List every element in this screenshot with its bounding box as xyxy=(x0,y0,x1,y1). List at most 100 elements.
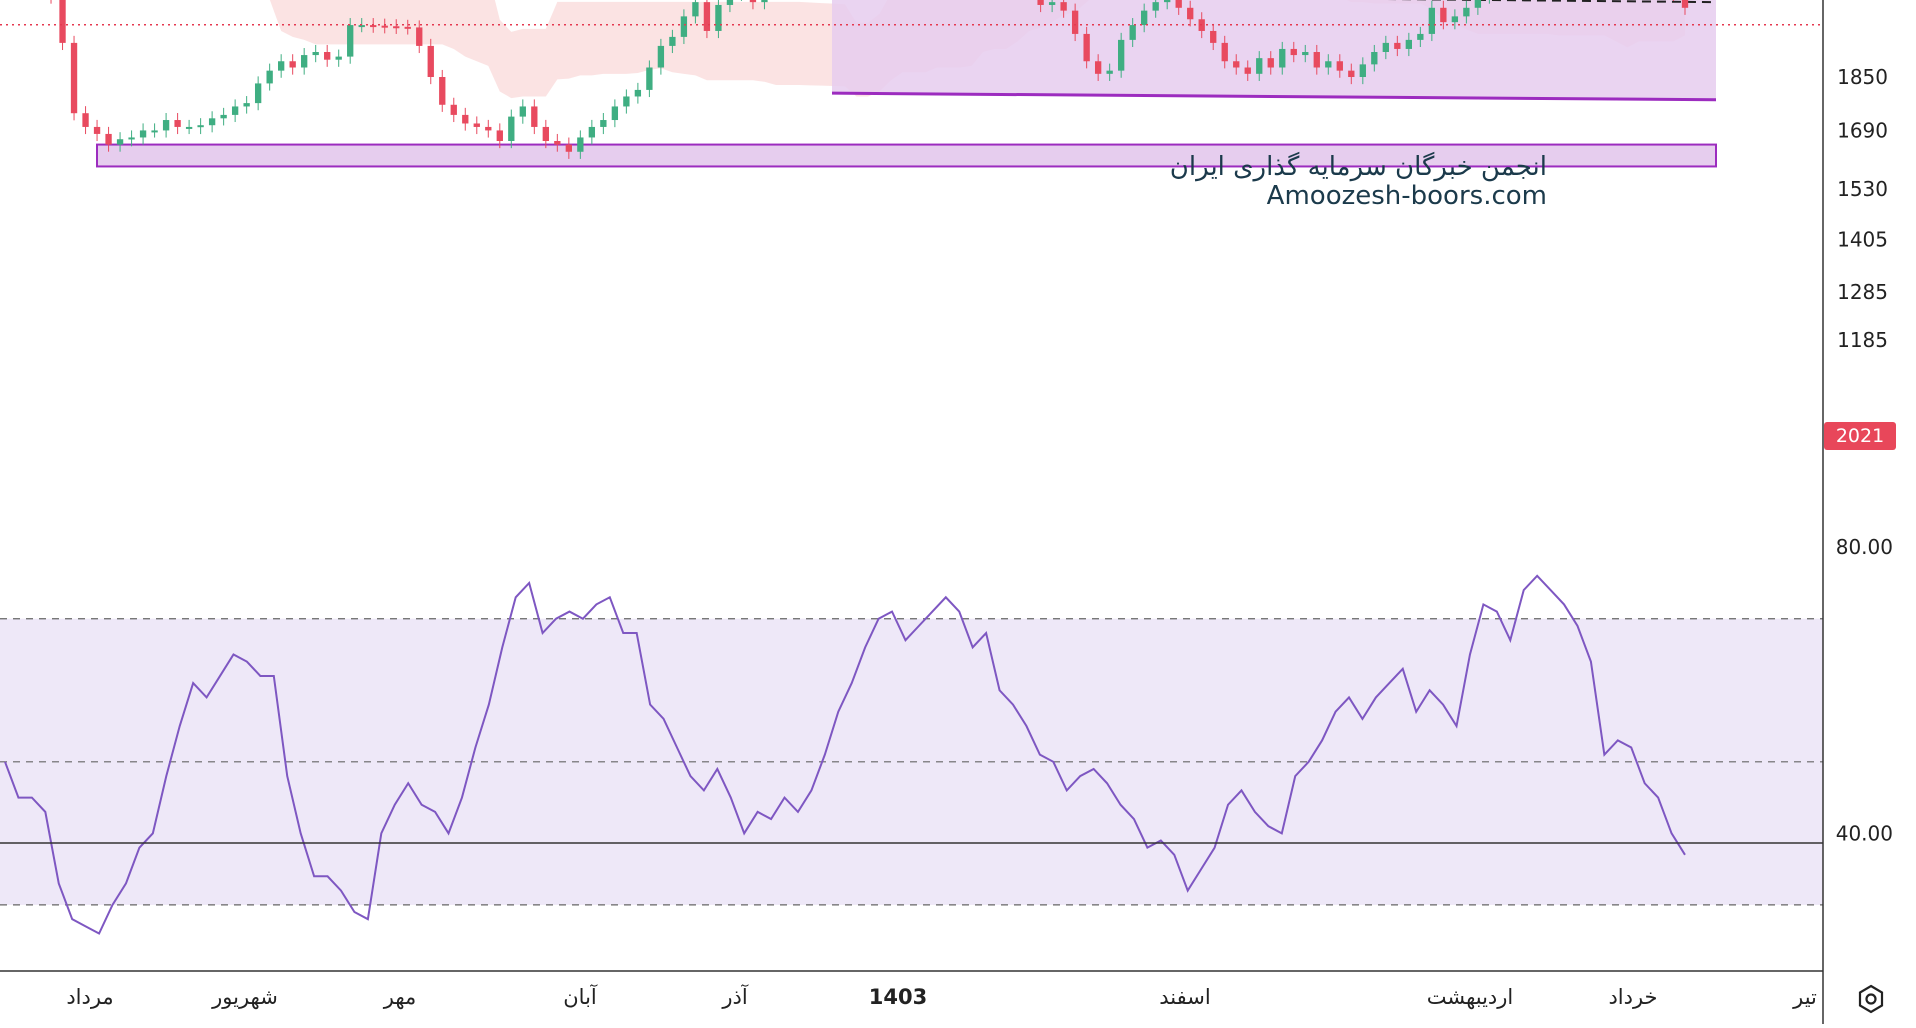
candle-body xyxy=(1129,25,1136,40)
candle-body xyxy=(692,2,699,17)
candle-body xyxy=(208,118,216,126)
y-tick-label: 1850 xyxy=(1837,65,1888,89)
x-tick-label: شهریور xyxy=(211,985,278,1009)
candle-body xyxy=(381,25,388,28)
candle-body xyxy=(324,51,331,60)
candle-body xyxy=(185,126,193,129)
candle-body xyxy=(1210,30,1217,43)
candle-body xyxy=(1474,0,1482,8)
candle-body xyxy=(577,137,584,152)
candle-body xyxy=(116,139,124,145)
candle-body xyxy=(1417,33,1424,40)
candle-body xyxy=(358,25,365,28)
x-tick-label: آبان xyxy=(563,984,598,1009)
x-tick-label: خرداد xyxy=(1608,985,1657,1009)
x-tick-label: اسفند xyxy=(1159,985,1210,1009)
candle-body xyxy=(1336,61,1343,71)
candle-body xyxy=(485,126,492,131)
candle-body xyxy=(278,61,285,71)
y-tick-label: 1405 xyxy=(1837,227,1888,251)
candle-body xyxy=(174,120,181,127)
candle-body xyxy=(347,25,354,57)
candle-body xyxy=(254,83,262,104)
candle-body xyxy=(301,55,308,68)
watermark-line2: Amoozesh-boors.com xyxy=(1267,181,1547,211)
candle-body xyxy=(646,67,653,90)
candle-body xyxy=(542,126,549,142)
candle-body xyxy=(1244,67,1251,74)
rsi-tick-label: 40.00 xyxy=(1836,821,1893,845)
candle-body xyxy=(1302,51,1309,56)
channel-lower-line xyxy=(831,91,1717,102)
candle-body xyxy=(657,45,665,68)
candle-body xyxy=(1382,42,1389,52)
candle-body xyxy=(600,120,607,127)
candle-body xyxy=(508,116,515,142)
candle-body xyxy=(335,56,342,60)
candle-body xyxy=(439,77,446,105)
x-tick-label: آذر xyxy=(721,984,748,1009)
candle-body xyxy=(703,2,711,31)
candle-body xyxy=(1164,0,1171,3)
candle-body xyxy=(1405,39,1412,49)
candle-body xyxy=(1037,0,1044,5)
candle-body xyxy=(1071,10,1079,34)
candle-body xyxy=(1187,7,1194,20)
candle-body xyxy=(531,106,538,127)
candle-body xyxy=(370,25,377,28)
candle-body xyxy=(1083,33,1090,62)
candle-body xyxy=(1313,51,1320,68)
candle-body xyxy=(1290,48,1297,56)
candle-body xyxy=(1048,2,1056,5)
candle-body xyxy=(1348,70,1355,78)
candle-body xyxy=(623,96,630,107)
candle-body xyxy=(393,26,400,29)
candle-body xyxy=(59,0,66,43)
candle-body xyxy=(1451,16,1459,23)
candle-body xyxy=(1267,58,1274,68)
y-tick-label: 1285 xyxy=(1837,280,1888,304)
candle-body xyxy=(496,130,503,142)
candle-body xyxy=(1106,70,1113,74)
candle-body xyxy=(139,130,147,138)
candle-body xyxy=(1325,61,1332,68)
channel-mid-line xyxy=(1384,0,1717,4)
candle-body xyxy=(749,0,757,3)
candle-body xyxy=(1094,61,1102,74)
candle-body xyxy=(554,141,561,145)
candle-body xyxy=(1279,48,1286,68)
y-tick-label: 1185 xyxy=(1837,328,1888,352)
support-zone xyxy=(96,143,1717,168)
candle-body xyxy=(1060,2,1067,11)
rsi-panel xyxy=(0,574,1823,935)
rsi-line xyxy=(4,574,1686,935)
channel-fill xyxy=(832,0,1716,100)
candle-body xyxy=(151,130,158,133)
x-tick-label: 1403 xyxy=(869,985,927,1009)
candle-body xyxy=(726,0,734,5)
candle-body xyxy=(105,133,112,145)
candle-body xyxy=(427,45,434,78)
candle-body xyxy=(243,103,250,107)
x-tick-label: مرداد xyxy=(66,985,113,1009)
candle-body xyxy=(715,4,722,31)
candle-body xyxy=(450,104,457,115)
candle-body xyxy=(82,113,89,127)
candle-body xyxy=(312,51,319,56)
candlesticks xyxy=(50,0,1689,159)
candle-body xyxy=(1428,7,1436,34)
candle-body xyxy=(1221,42,1228,62)
candle-body xyxy=(1463,7,1470,17)
candle-body xyxy=(473,123,480,127)
y-tick-label: 1690 xyxy=(1837,118,1888,142)
candle-body xyxy=(1118,39,1125,71)
settings-icon[interactable] xyxy=(1855,983,1887,1015)
candle-body xyxy=(416,27,423,46)
candle-body xyxy=(588,126,596,138)
candle-body xyxy=(1233,61,1240,68)
candle-body xyxy=(162,120,170,131)
candle-body xyxy=(404,26,411,29)
candle-body xyxy=(462,114,469,124)
